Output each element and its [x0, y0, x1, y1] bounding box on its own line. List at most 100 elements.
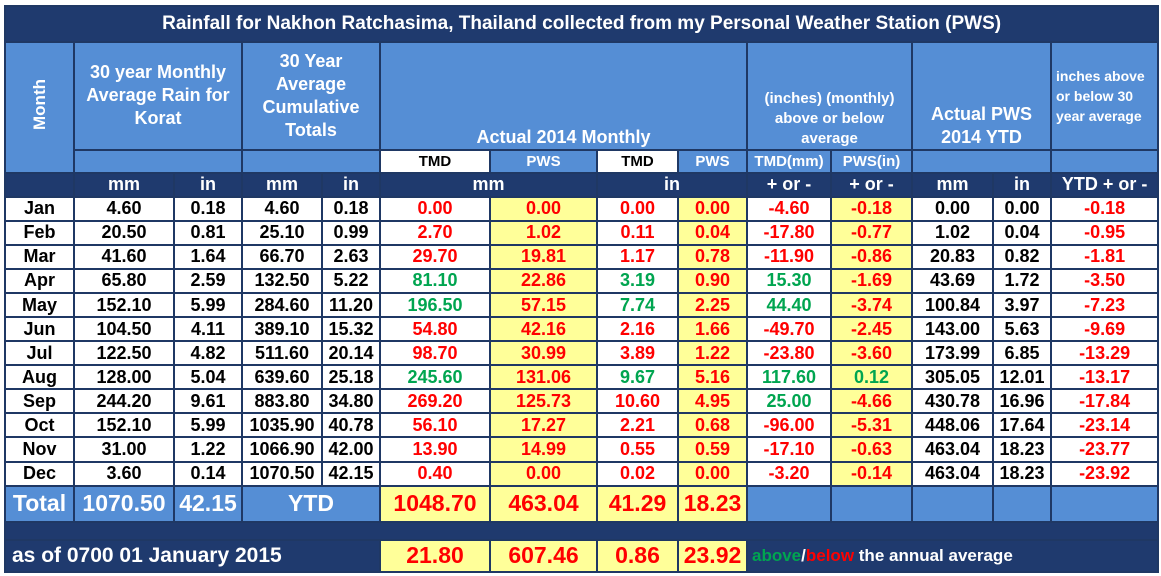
pws-mm-cell: 22.86	[489, 267, 598, 294]
avg-mm-cell: 244.20	[73, 388, 175, 415]
pws-in-cell: 0.68	[677, 412, 748, 439]
table-row: Feb 20.50 0.81 25.10 0.99 2.70 1.02 0.11 0.04 -17…	[4, 219, 1160, 246]
ytd-in-cell: 18.23	[992, 436, 1052, 463]
month-cell: Dec	[4, 460, 75, 487]
cum-in-cell: 40.78	[321, 412, 381, 439]
pws-mm-cell: 19.81	[489, 243, 598, 270]
ytd-mm-cell: 173.99	[911, 340, 994, 367]
pws-in-cell: 0.78	[677, 243, 748, 270]
pws-in-cell: 0.90	[677, 267, 748, 294]
pws-mm-cell: 0.00	[489, 195, 598, 222]
diff-tmd-cell: -17.10	[746, 436, 832, 463]
cum-in-cell: 20.14	[321, 340, 381, 367]
ytd-mm-cell: 143.00	[911, 316, 994, 343]
tmd-in-cell: 0.00	[596, 195, 679, 222]
cumulative-header: 30 Year Average Cumulative Totals	[241, 41, 381, 151]
blank-total-cell	[746, 484, 832, 523]
total-avg-mm: 1070.50	[73, 484, 175, 523]
ytd-label: YTD	[241, 484, 381, 523]
tmd-in-cell: 0.11	[596, 219, 679, 246]
monthly-avg-header: 30 year Monthly Average Rain for Korat	[73, 41, 243, 151]
monthly-rows: Jan 4.60 0.18 4.60 0.18 0.00 0.00 0.00 0.00 -4.60…	[4, 195, 1160, 487]
diff-pws-cell: 0.12	[830, 364, 913, 391]
cum-mm-cell: 25.10	[241, 219, 323, 246]
cum-mm-cell: 883.80	[241, 388, 323, 415]
note-rest: the annual average	[854, 545, 1013, 565]
table-row: Jan 4.60 0.18 4.60 0.18 0.00 0.00 0.00 0.00 -4.60…	[4, 195, 1160, 222]
month-header: Month	[4, 41, 75, 174]
avg-mm-cell: 65.80	[73, 267, 175, 294]
as-of-pws-in: 23.92	[677, 538, 748, 574]
ytd-mm-cell: 305.05	[911, 364, 994, 391]
cum-mm-cell: 4.60	[241, 195, 323, 222]
cum-in-cell: 34.80	[321, 388, 381, 415]
pws-in-cell: 0.59	[677, 436, 748, 463]
ytd-in-cell: 16.96	[992, 388, 1052, 415]
unit-mm: mm	[73, 171, 175, 198]
tmd-mm-cell: 13.90	[379, 436, 491, 463]
month-cell: Aug	[4, 364, 75, 391]
ytd-mm-cell: 100.84	[911, 291, 994, 319]
as-of-pws-mm: 607.46	[489, 538, 598, 574]
diff-pws-cell: -0.18	[830, 195, 913, 222]
month-cell: Mar	[4, 243, 75, 270]
cum-in-cell: 0.99	[321, 219, 381, 246]
avg-in-cell: 2.59	[173, 267, 243, 294]
cum-in-cell: 5.22	[321, 267, 381, 294]
tmd-mm-cell: 0.40	[379, 460, 491, 487]
as-of-label: as of 0700 01 January 2015	[4, 538, 381, 574]
diff-pws-cell: -5.31	[830, 412, 913, 439]
tmd-diff-subheader: TMD(mm)	[746, 148, 832, 174]
unit-mm: mm	[911, 171, 994, 198]
avg-in-cell: 5.99	[173, 291, 243, 319]
ytd-in-cell: 0.04	[992, 219, 1052, 246]
diff-pws-cell: -3.74	[830, 291, 913, 319]
month-cell: Oct	[4, 412, 75, 439]
blank-total-cell	[992, 484, 1052, 523]
avg-mm-cell: 20.50	[73, 219, 175, 246]
pws-in-cell: 2.25	[677, 291, 748, 319]
avg-mm-cell: 104.50	[73, 316, 175, 343]
tmd-in-cell: 1.17	[596, 243, 679, 270]
ytd-in-cell: 17.64	[992, 412, 1052, 439]
separator-row	[3, 520, 1160, 541]
pws-in-cell: 5.16	[677, 364, 748, 391]
unit-plus-minus: + or -	[746, 171, 832, 198]
ytd-diff-cell: -1.81	[1049, 243, 1160, 270]
ytd-in-cell: 0.82	[992, 243, 1052, 270]
tmd-mm-cell: 54.80	[379, 316, 491, 343]
tmd-mm-cell: 98.70	[379, 340, 491, 367]
diff-tmd-cell: -11.90	[746, 243, 832, 270]
tmd-in-cell: 0.55	[596, 436, 679, 463]
blank-total-cell	[830, 484, 913, 523]
avg-mm-cell: 152.10	[73, 291, 175, 319]
avg-mm-cell: 31.00	[73, 436, 175, 463]
cum-in-cell: 42.00	[321, 436, 381, 463]
table-row: Mar 41.60 1.64 66.70 2.63 29.70 19.81 1.17 0.78-…	[4, 243, 1160, 270]
diff-pws-cell: -0.86	[830, 243, 913, 270]
ytd-in-cell: 12.01	[992, 364, 1052, 391]
actual-monthly-header: Actual 2014 Monthly	[379, 41, 748, 151]
avg-mm-cell: 152.10	[73, 412, 175, 439]
month-header-label: Month	[29, 79, 49, 131]
pws-in-cell: 0.00	[677, 460, 748, 487]
avg-in-cell: 5.99	[173, 412, 243, 439]
as-of-tmd-mm: 21.80	[379, 538, 491, 574]
tmd-mm-cell: 245.60	[379, 364, 491, 391]
ytd-mm-cell: 1.02	[911, 219, 994, 246]
unit-ytd-plus-minus: YTD + or -	[1049, 171, 1160, 198]
pws-mm-cell: 57.15	[489, 291, 598, 319]
ytd-mm-cell: 430.78	[911, 388, 994, 415]
avg-mm-cell: 3.60	[73, 460, 175, 487]
table-row: May 152.10 5.99 284.60 11.20 196.50 57.15 7.74 2…	[4, 291, 1160, 319]
blank-header-cell	[241, 148, 381, 174]
ytd-diff-cell: -23.92	[1049, 460, 1160, 487]
unit-mm: mm	[379, 171, 598, 198]
cum-in-cell: 0.18	[321, 195, 381, 222]
diff-tmd-cell: -23.80	[746, 340, 832, 367]
actual-ytd-header: Actual PWS 2014 YTD	[911, 41, 1052, 151]
tmd-mm-cell: 0.00	[379, 195, 491, 222]
as-of-tmd-in: 0.86	[596, 538, 679, 574]
blank-header-cell	[911, 148, 1052, 174]
table-row: Dec 3.60 0.14 1070.50 42.15 0.40 0.00 0.02 0.00-…	[4, 460, 1160, 487]
